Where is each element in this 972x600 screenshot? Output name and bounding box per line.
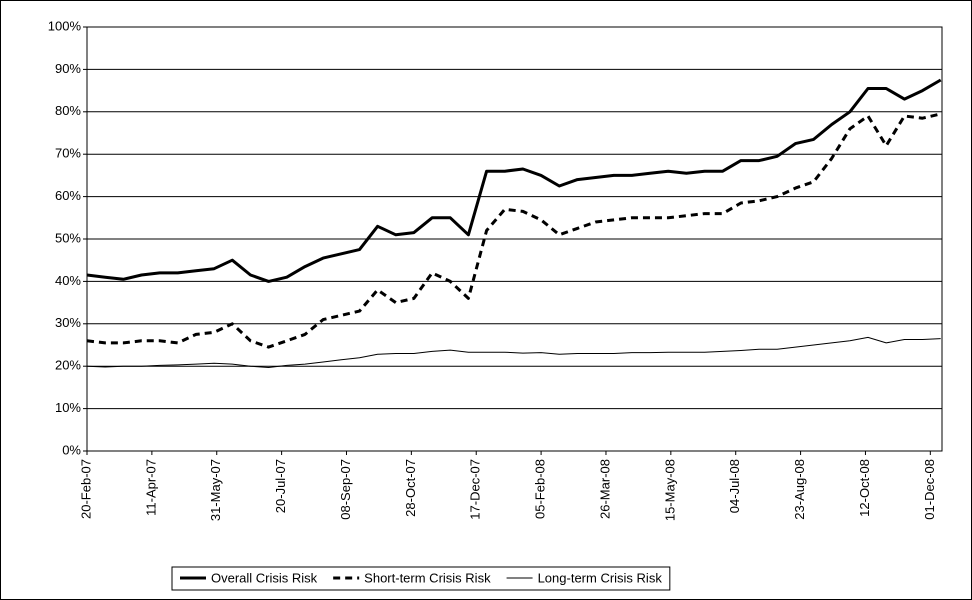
line-series [86,112,942,349]
x-tick-label: 05-Feb-08 [533,459,548,519]
x-tick-label: 20-Feb-07 [78,459,93,519]
x-tick-label: 20-Jul-07 [273,459,288,513]
x-tick-label: 12-Oct-08 [857,459,872,517]
x-tick-label: 31-May-07 [208,459,223,521]
y-tick-label: 50% [55,230,81,245]
x-tick-label: 23-Aug-08 [792,459,807,520]
y-tick-label: 80% [55,103,81,118]
legend: Overall Crisis Risk Short-term Crisis Ris… [171,566,671,591]
x-tick-label: 04-Jul-08 [727,459,742,513]
x-tick-label: 11-Apr-07 [143,459,158,516]
y-tick-label: 90% [55,61,81,76]
x-tick-label: 17-Dec-07 [468,459,483,520]
y-tick-label: 60% [55,188,81,203]
line-series [86,336,941,368]
y-tick-label: 0% [62,442,81,457]
y-tick-label: 10% [55,400,81,415]
legend-label: Long-term Crisis Risk [538,570,663,585]
x-tick-label: 15-May-08 [662,459,677,521]
x-tick-label: 26-Mar-08 [597,459,612,519]
legend-box [171,566,671,591]
y-tick-label: 20% [55,358,81,373]
x-tick-label: 28-Oct-07 [403,459,418,517]
y-tick-label: 70% [55,146,81,161]
y-tick-label: 30% [55,315,81,330]
legend-label: Short-term Crisis Risk [364,570,491,585]
y-tick-label: 40% [55,273,81,288]
y-tick-label: 100% [48,18,82,33]
legend-label: Overall Crisis Risk [211,570,318,585]
x-tick-label: 01-Dec-08 [922,459,937,520]
line-series [86,78,942,283]
x-tick-label: 08-Sep-07 [338,459,353,520]
